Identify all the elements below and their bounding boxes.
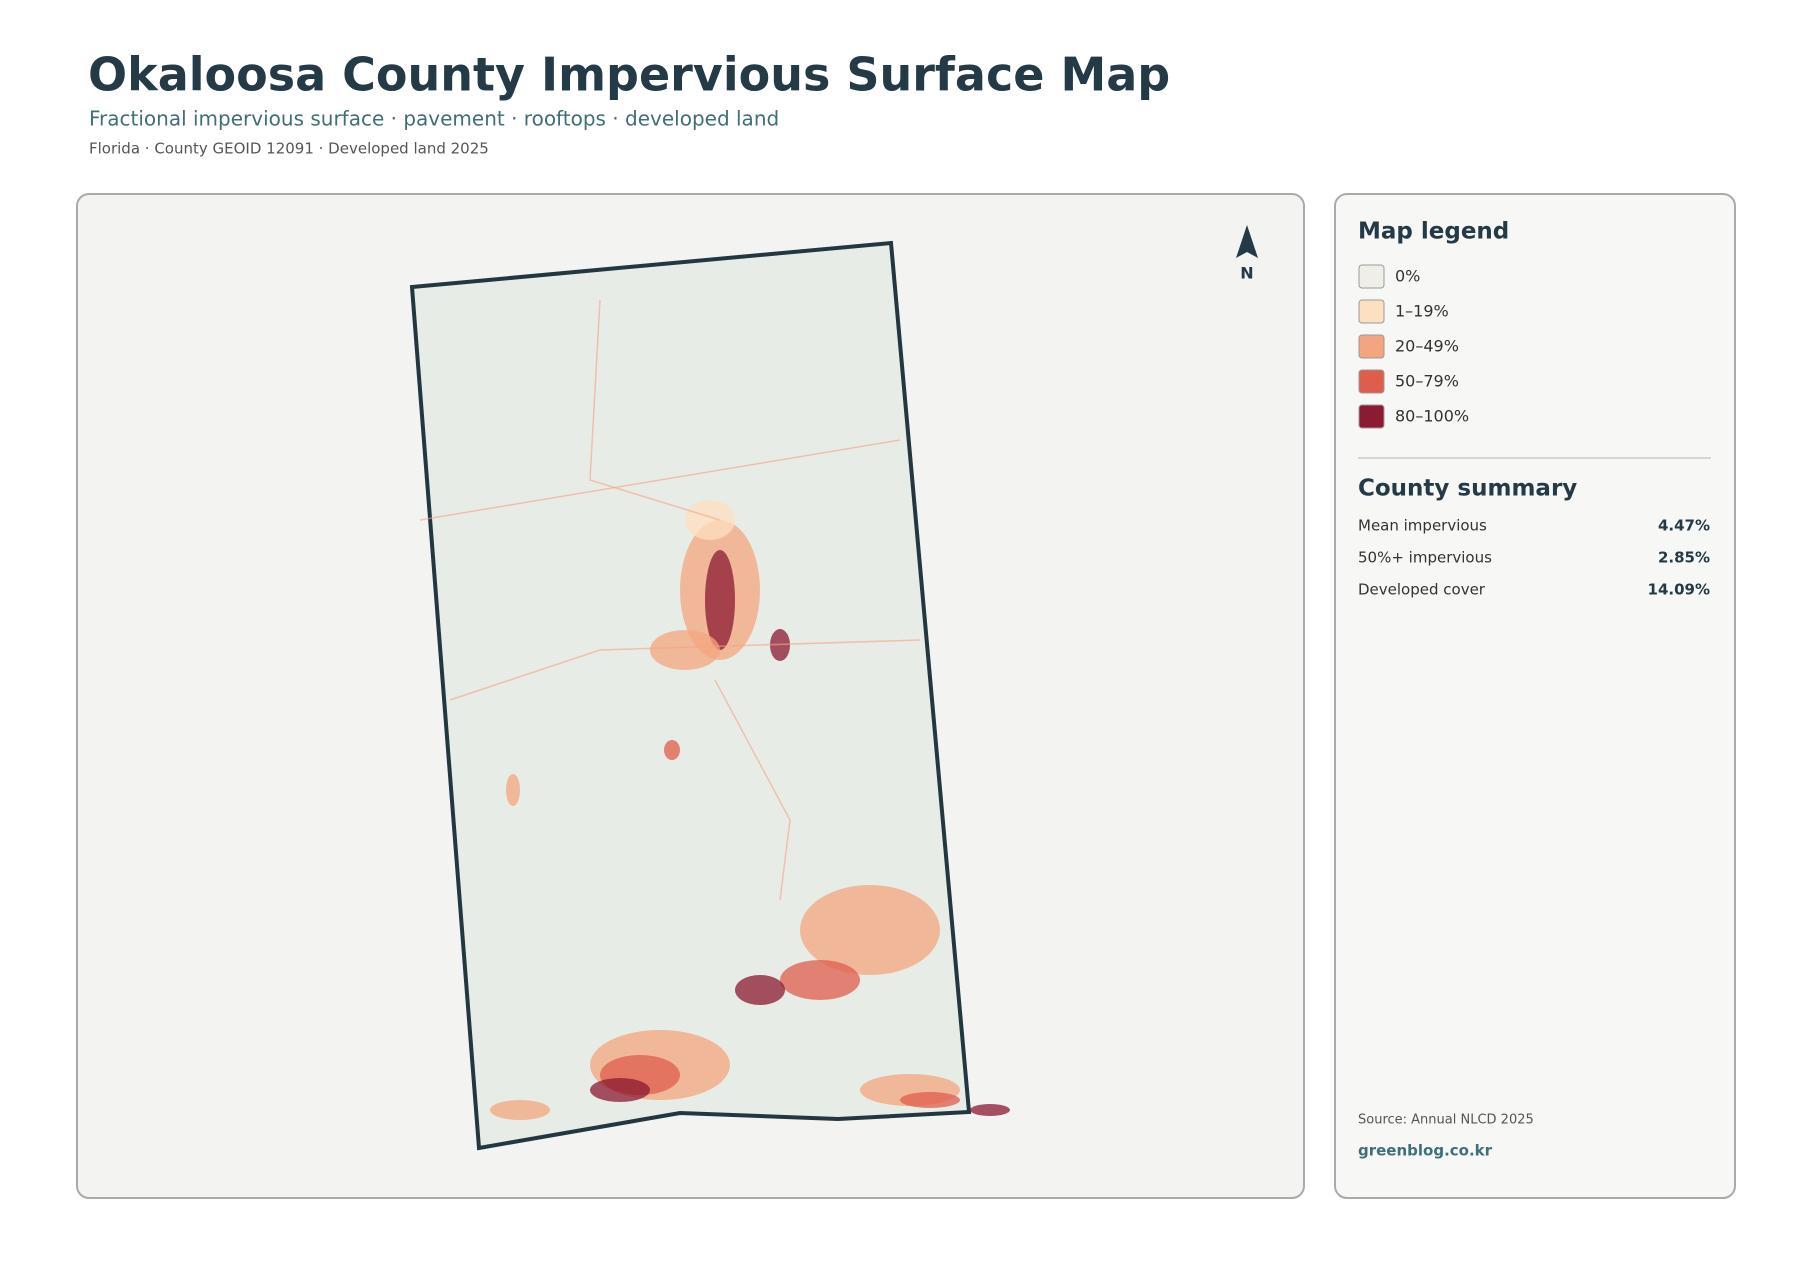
summary-label: 50%+ impervious [1358,549,1492,567]
summary-label: Developed cover [1358,581,1486,599]
legend-swatch [1358,369,1385,394]
urban-patch [590,1078,650,1102]
urban-patch [506,774,520,806]
legend-swatch [1358,404,1385,429]
legend-swatch [1358,264,1385,289]
legend-label: 20–49% [1395,337,1459,356]
road [419,439,901,521]
legend-label: 0% [1395,267,1420,286]
urban-patch [780,960,860,1000]
urban-patch [650,630,720,670]
legend-swatch [1358,299,1385,324]
legend-panel [1334,193,1736,1199]
urban-patch [490,1100,550,1120]
summary-rows: Mean impervious 4.47% 50%+ impervious 2.85%… [1358,517,1710,599]
summary-value: 14.09% [1648,581,1710,599]
site: greenblog.co.kr [1358,1142,1493,1160]
legend-label: 80–100% [1395,407,1469,426]
title: Okaloosa County Impervious Surface Map [88,48,1170,102]
urban-areas [419,299,1010,1120]
legend-title: Map legend [1358,219,1509,245]
subtitle: Fractional impervious surface · pavement… [89,107,779,131]
urban-patch [705,550,735,650]
summary-label: Mean impervious [1358,517,1487,535]
urban-patch [800,885,940,975]
urban-patch [900,1092,960,1108]
legend-items: 0% 1–19% 20–49% 50–79% 80–100% [1358,264,1469,429]
urban-patch [685,500,735,540]
meta: Florida · County GEOID 12091 · Developed… [89,140,489,158]
urban-patch [735,975,785,1005]
legend-label: 50–79% [1395,372,1459,391]
urban-patch [970,1104,1010,1116]
county-outline [409,240,972,1151]
urban-patch [664,740,680,760]
legend-swatch [1358,334,1385,359]
summary-value: 2.85% [1658,549,1710,567]
source: Source: Annual NLCD 2025 [1358,1113,1534,1128]
road [589,299,721,521]
road [714,679,791,901]
summary-title: County summary [1358,476,1577,502]
legend-label: 1–19% [1395,302,1449,321]
north-label: N [1240,264,1253,283]
summary-value: 4.47% [1658,517,1710,535]
north-arrow [1236,225,1258,258]
road [449,639,921,701]
